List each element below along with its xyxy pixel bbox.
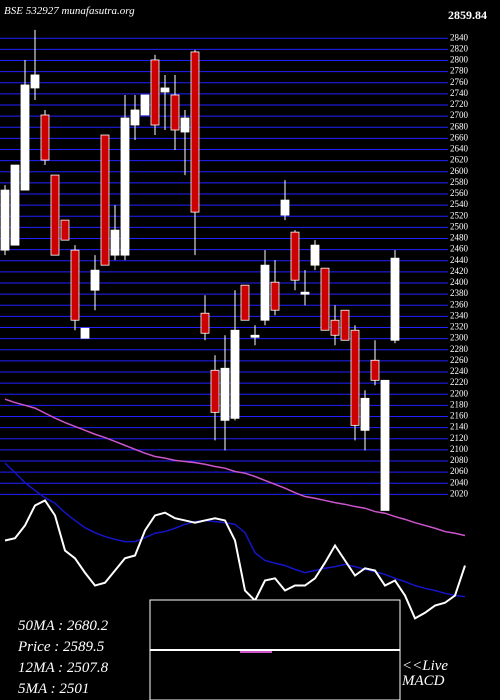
- candle-body: [350, 329, 360, 426]
- ma-line: [4, 398, 466, 537]
- y-tick-label: 2780: [450, 66, 469, 76]
- y-tick-label: 2120: [450, 433, 469, 443]
- y-tick-label: 2840: [450, 32, 469, 42]
- y-tick-label: 2220: [450, 377, 469, 387]
- candle-body: [170, 94, 180, 131]
- info-text: 5MA : 2501: [18, 681, 89, 697]
- candle-body: [50, 174, 60, 256]
- candle-body: [310, 244, 320, 266]
- candle-body: [330, 319, 340, 336]
- candle-body: [160, 87, 170, 93]
- y-tick-label: 2680: [450, 121, 469, 131]
- y-tick-label: 2720: [450, 99, 469, 109]
- candle-body: [270, 281, 280, 311]
- info-text: 12MA : 2507.8: [18, 660, 109, 676]
- y-tick-label: 2820: [450, 43, 469, 53]
- y-tick-label: 2520: [450, 210, 469, 220]
- candle-body: [140, 94, 150, 116]
- top-label: 2859.84: [448, 8, 487, 22]
- candle-body: [70, 249, 80, 321]
- macd-label: <<Live: [402, 658, 448, 674]
- candle-body: [110, 229, 120, 256]
- y-tick-label: 2620: [450, 155, 469, 165]
- info-text: 50MA : 2680.2: [18, 618, 109, 634]
- y-tick-label: 2100: [450, 444, 469, 454]
- candle-body: [40, 114, 50, 161]
- y-tick-label: 2280: [450, 344, 469, 354]
- y-tick-label: 2440: [450, 255, 469, 265]
- y-tick-label: 2600: [450, 166, 469, 176]
- y-tick-label: 2660: [450, 132, 469, 142]
- chart-title: BSE 532927 munafasutra.org: [4, 5, 135, 17]
- candle-body: [10, 164, 20, 246]
- candle-body: [240, 284, 250, 321]
- y-tick-label: 2320: [450, 322, 469, 332]
- y-tick-label: 2500: [450, 221, 469, 231]
- candle-body: [150, 59, 160, 126]
- y-tick-label: 2060: [450, 466, 469, 476]
- candle-body: [130, 109, 140, 126]
- y-tick-label: 2020: [450, 488, 469, 498]
- candle-body: [190, 51, 200, 213]
- candle-body: [280, 199, 290, 216]
- y-tick-label: 2400: [450, 277, 469, 287]
- candle-body: [230, 329, 240, 419]
- macd-label: MACD: [401, 673, 445, 689]
- y-tick-label: 2240: [450, 366, 469, 376]
- candle-body: [200, 312, 210, 334]
- candle-body: [340, 309, 350, 341]
- y-tick-label: 2560: [450, 188, 469, 198]
- y-tick-label: 2700: [450, 110, 469, 120]
- y-tick-label: 2040: [450, 477, 469, 487]
- y-tick-label: 2480: [450, 233, 469, 243]
- y-tick-label: 2360: [450, 299, 469, 309]
- candle-body: [100, 134, 110, 266]
- y-tick-label: 2340: [450, 310, 469, 320]
- y-tick-label: 2380: [450, 288, 469, 298]
- y-tick-label: 2800: [450, 55, 469, 65]
- candle-body: [60, 219, 70, 241]
- candle-body: [290, 231, 300, 281]
- candle-body: [320, 267, 330, 331]
- candle-body: [300, 291, 310, 295]
- y-tick-label: 2580: [450, 177, 469, 187]
- candle-body: [220, 367, 230, 421]
- ma-line: [4, 499, 466, 620]
- candle-body: [260, 264, 270, 321]
- candle-body: [90, 269, 100, 291]
- y-tick-label: 2140: [450, 422, 469, 432]
- candle-body: [250, 334, 260, 338]
- y-tick-label: 2420: [450, 266, 469, 276]
- y-tick-label: 2540: [450, 199, 469, 209]
- candle-body: [80, 327, 90, 339]
- ma-line: [4, 462, 466, 598]
- y-tick-label: 2300: [450, 333, 469, 343]
- candle-body: [180, 117, 190, 133]
- info-text: Price : 2589.5: [17, 639, 105, 655]
- candle-body: [390, 257, 400, 341]
- y-tick-label: 2180: [450, 399, 469, 409]
- y-tick-label: 2080: [450, 455, 469, 465]
- candle-body: [20, 84, 30, 191]
- candle-body: [210, 369, 220, 413]
- y-tick-label: 2460: [450, 244, 469, 254]
- y-tick-label: 2260: [450, 355, 469, 365]
- candle-body: [30, 74, 40, 89]
- candle-body: [380, 379, 390, 511]
- y-tick-label: 2740: [450, 88, 469, 98]
- y-tick-label: 2640: [450, 144, 469, 154]
- candle-body: [120, 117, 130, 256]
- y-tick-label: 2200: [450, 388, 469, 398]
- candle-body: [0, 189, 10, 251]
- candle-body: [370, 359, 380, 381]
- candle-body: [360, 397, 370, 431]
- y-tick-label: 2760: [450, 77, 469, 87]
- y-tick-label: 2160: [450, 411, 469, 421]
